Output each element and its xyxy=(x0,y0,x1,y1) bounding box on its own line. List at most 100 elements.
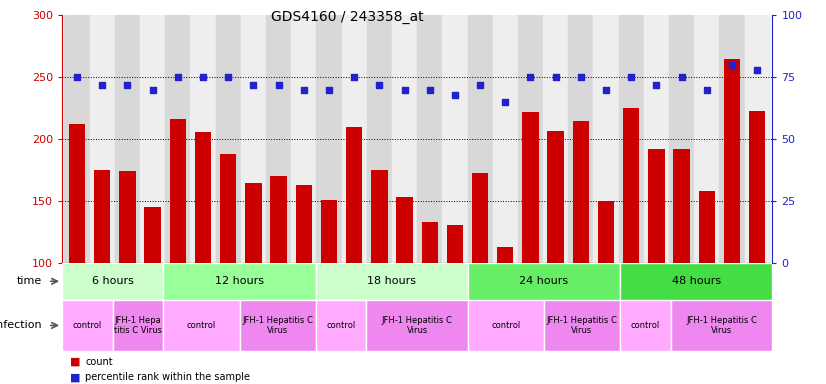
Point xyxy=(70,74,83,80)
Bar xyxy=(90,15,115,263)
Bar xyxy=(472,173,488,263)
Text: ■: ■ xyxy=(70,372,81,382)
Bar xyxy=(195,132,211,263)
Point xyxy=(600,87,613,93)
Bar xyxy=(346,127,363,263)
Bar xyxy=(94,170,111,263)
Text: ■: ■ xyxy=(70,357,81,367)
Text: GDS4160 / 243358_at: GDS4160 / 243358_at xyxy=(271,10,423,23)
Bar xyxy=(669,15,694,263)
Point xyxy=(700,87,714,93)
Bar xyxy=(620,263,772,300)
Bar xyxy=(191,15,216,263)
Point xyxy=(549,74,563,80)
Bar xyxy=(492,15,518,263)
Bar xyxy=(140,15,165,263)
Bar xyxy=(544,300,620,351)
Bar xyxy=(619,15,643,263)
Point xyxy=(751,67,764,73)
Bar xyxy=(620,300,671,351)
Bar xyxy=(673,149,690,263)
Bar xyxy=(724,59,740,263)
Point xyxy=(322,87,335,93)
Bar xyxy=(518,15,543,263)
Point xyxy=(96,82,109,88)
Text: JFH-1 Hepatitis C
Virus: JFH-1 Hepatitis C Virus xyxy=(547,316,618,335)
Bar xyxy=(164,300,240,351)
Bar xyxy=(522,112,539,263)
Bar xyxy=(266,15,292,263)
Point xyxy=(473,82,487,88)
Bar xyxy=(164,263,316,300)
Text: JFH-1 Hepatitis C
Virus: JFH-1 Hepatitis C Virus xyxy=(242,316,313,335)
Bar xyxy=(270,176,287,263)
Bar xyxy=(392,15,417,263)
Bar xyxy=(62,300,112,351)
Bar xyxy=(749,111,766,263)
Point xyxy=(725,62,738,68)
Bar xyxy=(169,119,186,263)
Bar xyxy=(719,15,744,263)
Text: time: time xyxy=(17,276,41,286)
Bar xyxy=(396,197,413,263)
Point xyxy=(499,99,512,105)
Text: 6 hours: 6 hours xyxy=(92,276,134,286)
Bar xyxy=(245,182,262,263)
Text: control: control xyxy=(326,321,356,330)
Point xyxy=(624,74,638,80)
Point xyxy=(146,87,159,93)
Point xyxy=(272,82,285,88)
Text: 48 hours: 48 hours xyxy=(672,276,721,286)
Bar xyxy=(367,15,392,263)
Bar xyxy=(417,15,442,263)
Bar xyxy=(744,15,770,263)
Text: infection: infection xyxy=(0,320,41,331)
Bar xyxy=(497,247,514,263)
Bar xyxy=(316,15,342,263)
Point xyxy=(524,74,537,80)
Text: 12 hours: 12 hours xyxy=(215,276,264,286)
Bar xyxy=(699,191,715,263)
Bar xyxy=(220,154,236,263)
Point xyxy=(373,82,386,88)
Bar xyxy=(694,15,719,263)
Point xyxy=(348,74,361,80)
Bar xyxy=(292,15,316,263)
Point xyxy=(247,82,260,88)
Bar xyxy=(320,200,337,263)
Bar xyxy=(165,15,191,263)
Text: JFH-1 Hepa
titis C Virus: JFH-1 Hepa titis C Virus xyxy=(114,316,162,335)
Bar xyxy=(64,15,90,263)
Bar xyxy=(548,131,564,263)
Text: 18 hours: 18 hours xyxy=(368,276,416,286)
Text: JFH-1 Hepatitis C
Virus: JFH-1 Hepatitis C Virus xyxy=(686,316,757,335)
Point xyxy=(221,74,235,80)
Bar xyxy=(316,263,468,300)
Bar xyxy=(145,207,161,263)
Bar xyxy=(643,15,669,263)
Point xyxy=(574,74,587,80)
Point xyxy=(297,87,311,93)
Point xyxy=(197,74,210,80)
Bar xyxy=(623,108,639,263)
Bar xyxy=(240,300,316,351)
Bar xyxy=(316,300,367,351)
Text: percentile rank within the sample: percentile rank within the sample xyxy=(85,372,250,382)
Bar xyxy=(421,222,438,263)
Point xyxy=(650,82,663,88)
Bar xyxy=(568,15,593,263)
Text: control: control xyxy=(187,321,216,330)
Bar xyxy=(342,15,367,263)
Bar xyxy=(468,15,492,263)
Bar xyxy=(119,171,135,263)
Text: control: control xyxy=(631,321,660,330)
Point xyxy=(675,74,688,80)
Bar xyxy=(648,149,665,263)
Bar xyxy=(593,15,619,263)
Text: control: control xyxy=(73,321,102,330)
Bar xyxy=(468,300,544,351)
Text: count: count xyxy=(85,357,112,367)
Bar xyxy=(598,201,615,263)
Text: 24 hours: 24 hours xyxy=(520,276,568,286)
Point xyxy=(398,87,411,93)
